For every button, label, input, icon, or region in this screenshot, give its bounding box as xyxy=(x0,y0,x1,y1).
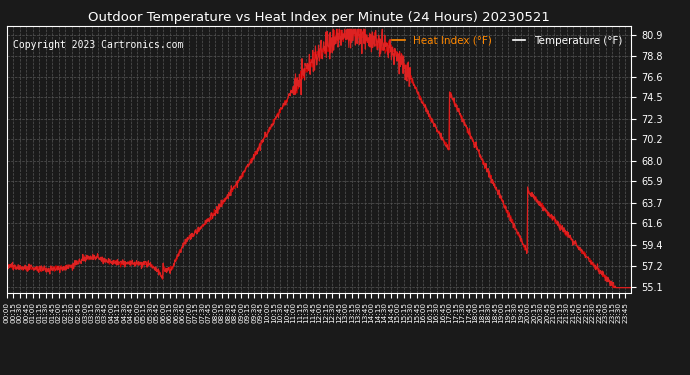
Heat Index (°F) xyxy=(212,208,220,213)
Temperature (°F) xyxy=(610,285,618,290)
Temperature (°F) xyxy=(126,264,135,268)
Heat Index (°F) xyxy=(627,285,635,290)
Text: Copyright 2023 Cartronics.com: Copyright 2023 Cartronics.com xyxy=(13,40,184,50)
Temperature (°F) xyxy=(553,220,562,225)
Temperature (°F) xyxy=(417,97,425,101)
Heat Index (°F) xyxy=(553,219,562,223)
Heat Index (°F) xyxy=(611,285,619,290)
Heat Index (°F) xyxy=(3,263,11,267)
Heat Index (°F) xyxy=(329,27,337,32)
Temperature (°F) xyxy=(141,262,150,266)
Temperature (°F) xyxy=(627,285,635,290)
Heat Index (°F) xyxy=(498,200,506,204)
Legend: Heat Index (°F), Temperature (°F): Heat Index (°F), Temperature (°F) xyxy=(388,32,626,50)
Temperature (°F) xyxy=(333,27,342,32)
Title: Outdoor Temperature vs Heat Index per Minute (24 Hours) 20230521: Outdoor Temperature vs Heat Index per Mi… xyxy=(88,11,550,24)
Line: Temperature (°F): Temperature (°F) xyxy=(7,29,631,288)
Temperature (°F) xyxy=(3,263,11,268)
Temperature (°F) xyxy=(498,200,506,204)
Heat Index (°F) xyxy=(126,259,135,264)
Heat Index (°F) xyxy=(141,259,150,264)
Heat Index (°F) xyxy=(417,97,425,101)
Temperature (°F) xyxy=(212,210,220,215)
Line: Heat Index (°F): Heat Index (°F) xyxy=(7,29,631,288)
